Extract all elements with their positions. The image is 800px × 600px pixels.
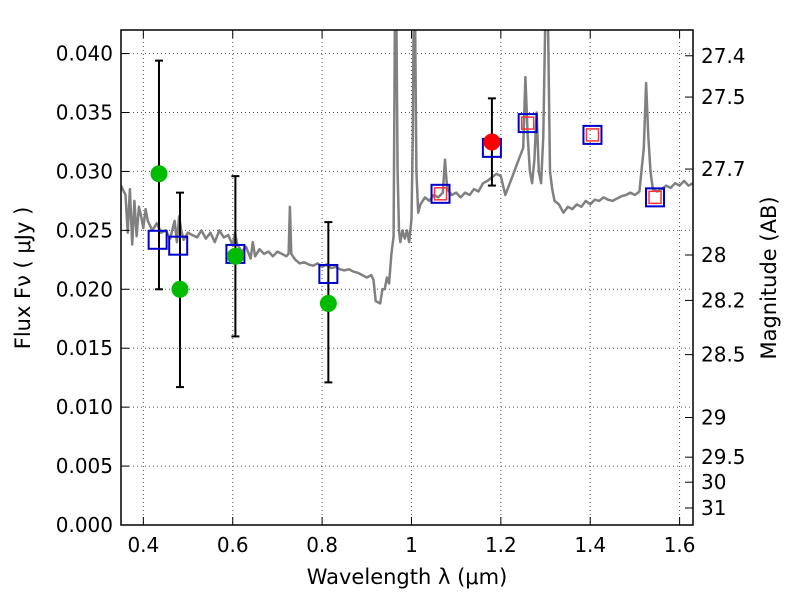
data-point	[171, 280, 189, 298]
model-square-inner	[585, 128, 600, 142]
marker-layer	[147, 59, 666, 389]
grid-lines	[121, 30, 693, 525]
model-square-inner	[520, 116, 535, 130]
data-point	[226, 247, 244, 265]
x-tick-label: 0.8	[306, 533, 338, 557]
model-square-inner	[648, 190, 662, 205]
magnitude-tick-label: 31	[701, 496, 726, 520]
x-tick-label: 1.2	[485, 533, 517, 557]
magnitude-tick-label: 27.5	[701, 85, 746, 109]
x-tick-label: 0.6	[217, 533, 249, 557]
model-square	[430, 183, 451, 204]
y-axis-right-label: Magnitude (AB)	[757, 196, 781, 359]
y-tick-label: 0.025	[56, 218, 113, 242]
model-square	[318, 263, 339, 284]
magnitude-tick-label: 29.5	[701, 445, 746, 469]
model-square	[582, 124, 603, 145]
magnitude-tick-label: 28	[701, 243, 726, 267]
x-tick-label: 0.4	[127, 533, 159, 557]
model-square	[168, 235, 189, 256]
magnitude-tick-label: 28.5	[701, 343, 746, 367]
y-tick-label: 0.030	[56, 159, 113, 183]
model-square	[645, 187, 666, 208]
model-square-inner	[433, 187, 448, 201]
y-tick-label: 0.010	[56, 395, 113, 419]
y-tick-label: 0.015	[56, 336, 113, 360]
x-tick-label: 1.6	[664, 533, 696, 557]
magnitude-tick-label: 27.4	[701, 44, 746, 68]
x-tick-label: 1.4	[574, 533, 606, 557]
y-tick-label: 0.000	[56, 513, 113, 537]
data-point	[150, 165, 168, 183]
y-tick-label: 0.020	[56, 277, 113, 301]
x-tick-label: 1	[405, 533, 418, 557]
highlight-point	[483, 133, 501, 151]
model-square	[517, 113, 538, 134]
x-axis-label: Wavelength λ (μm)	[307, 565, 508, 589]
spectrum-line	[121, 30, 693, 305]
y-tick-label: 0.005	[56, 454, 113, 478]
y-tick-label: 0.035	[56, 101, 113, 125]
y-axis-label: Flux Fν ( μJy )	[11, 207, 35, 350]
magnitude-tick-label: 29	[701, 406, 726, 430]
magnitude-tick-label: 28.2	[701, 288, 746, 312]
model-square	[147, 229, 168, 250]
data-point	[319, 294, 337, 312]
axis-ticks: 0.4 0.6 0.8 1 1.2 1.4 1.6 0.000 0.005 0.010 0.015 0…	[56, 30, 746, 557]
y-tick-label: 0.040	[56, 42, 113, 66]
spectrum-layer	[121, 30, 693, 305]
magnitude-tick-label: 30	[701, 470, 726, 494]
plot-frame	[120, 29, 694, 526]
magnitude-tick-label: 27.7	[701, 157, 746, 181]
